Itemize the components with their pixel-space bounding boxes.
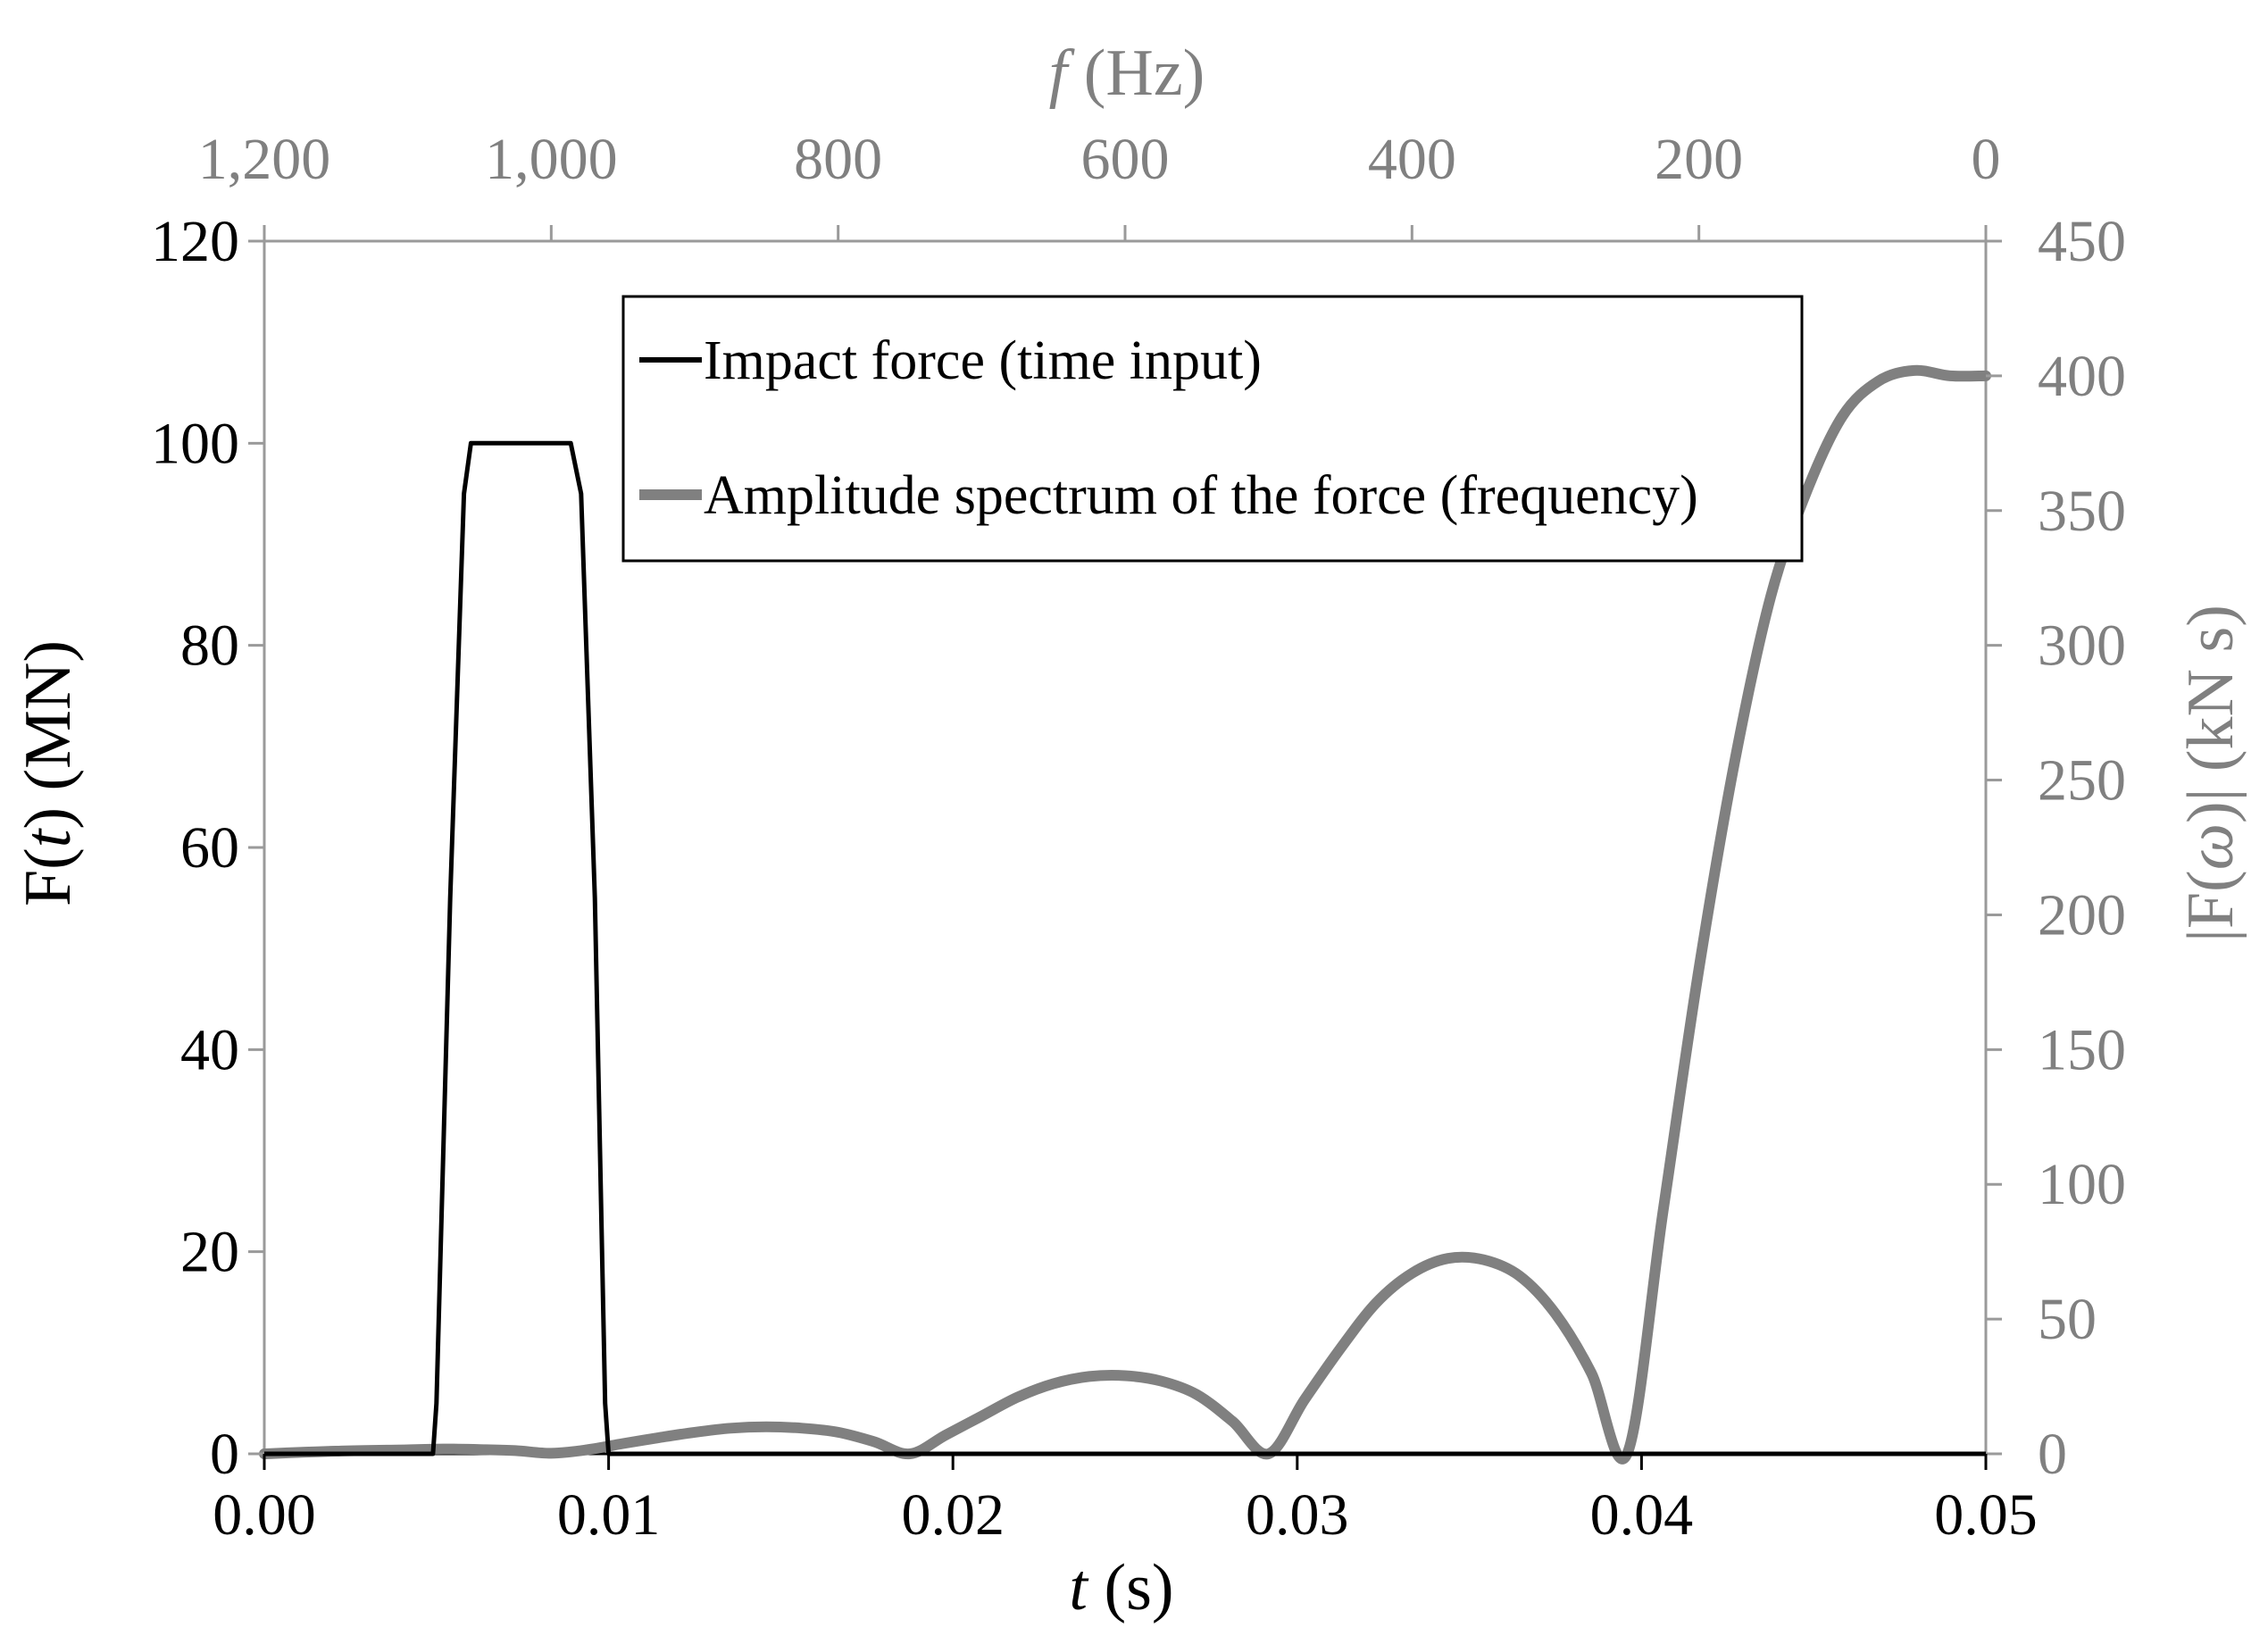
y-axis-title: F(t) (MN) xyxy=(12,640,85,906)
y-tick-label: 120 xyxy=(151,209,239,274)
y2-tick-label: 50 xyxy=(2038,1287,2097,1352)
y-tick-label: 100 xyxy=(151,411,239,476)
y-tick-label: 40 xyxy=(180,1017,239,1082)
y2-axis-title: |F(ω)| (kN s) xyxy=(2174,605,2247,942)
x-tick-label: 0.03 xyxy=(1246,1482,1349,1548)
y2-tick-label: 150 xyxy=(2038,1017,2126,1082)
x-tick-label: 0.02 xyxy=(901,1482,1005,1548)
y2-tick-label: 350 xyxy=(2038,479,2126,544)
y2-tick-label: 0 xyxy=(2038,1422,2067,1487)
x2-tick-label: 600 xyxy=(1081,127,1170,192)
x-axis-title: t (s) xyxy=(1069,1551,1173,1624)
x2-tick-label: 400 xyxy=(1368,127,1456,192)
legend-box xyxy=(621,295,1804,563)
x-tick-label: 0.01 xyxy=(557,1482,661,1548)
x2-tick-label: 800 xyxy=(794,127,882,192)
y2-tick-label: 250 xyxy=(2038,748,2126,814)
y2-tick-label: 100 xyxy=(2038,1152,2126,1217)
x2-axis-title: f (Hz) xyxy=(1049,37,1205,110)
x-tick-label: 0.04 xyxy=(1590,1482,1694,1548)
y2-tick-label: 300 xyxy=(2038,614,2126,679)
x2-tick-label: 1,000 xyxy=(485,127,618,192)
legend-label-impact-force: Impact force (time input) xyxy=(704,330,1262,391)
y-tick-label: 60 xyxy=(180,815,239,881)
y-tick-label: 80 xyxy=(180,614,239,679)
legend: Impact force (time input) Amplitude spec… xyxy=(621,295,1804,563)
series-layer xyxy=(259,364,1991,1465)
y2-tick-label: 200 xyxy=(2038,882,2126,947)
x2-tick-label: 200 xyxy=(1655,127,1743,192)
x-tick-label: 0.05 xyxy=(1934,1482,2038,1548)
y-tick-label: 0 xyxy=(210,1422,239,1487)
y2-tick-label: 400 xyxy=(2038,344,2126,409)
x2-tick-label: 0 xyxy=(1972,127,2001,192)
ticks-layer: 0 20 40 60 80 100 120 0 50 100 150 200 250 300 350 400 4… xyxy=(151,127,2126,1548)
x2-tick-label: 1,200 xyxy=(198,127,331,192)
series-line-impact-force xyxy=(264,440,1986,1457)
y2-tick-label: 450 xyxy=(2038,209,2126,274)
series-line-amplitude-spectrum xyxy=(259,364,1991,1465)
x-tick-label: 0.00 xyxy=(213,1482,316,1548)
y-tick-label: 20 xyxy=(180,1220,239,1285)
legend-label-amplitude-spectrum: Amplitude spectrum of the force (frequen… xyxy=(704,465,1698,526)
